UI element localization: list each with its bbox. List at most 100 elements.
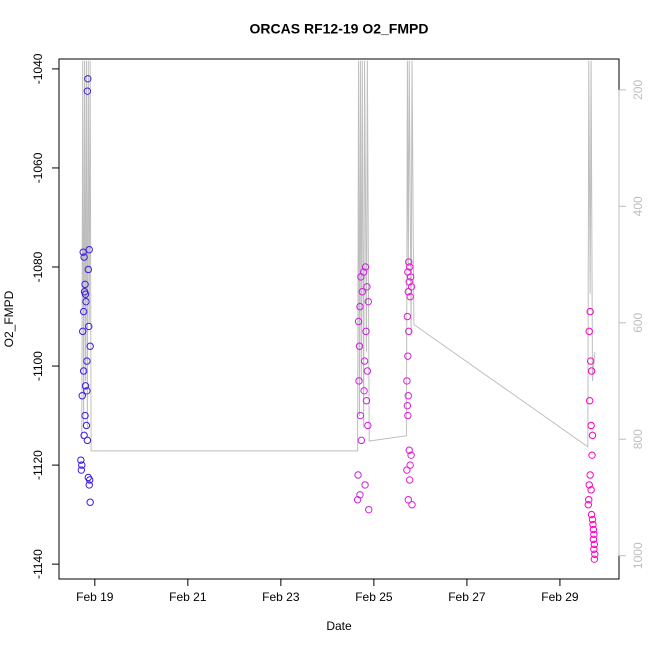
y-tick-label: -1100	[31, 351, 45, 381]
point	[81, 280, 89, 289]
point	[364, 421, 372, 430]
point	[587, 421, 595, 430]
point	[77, 456, 85, 464]
point	[85, 245, 93, 254]
point	[585, 481, 593, 489]
point	[406, 293, 414, 301]
point	[585, 397, 594, 405]
point	[591, 550, 599, 558]
point	[405, 446, 413, 454]
point	[79, 248, 87, 256]
point	[403, 401, 412, 410]
point	[588, 515, 597, 524]
point	[585, 496, 593, 504]
point	[82, 297, 90, 306]
point	[80, 253, 88, 261]
point	[86, 342, 94, 350]
point	[588, 451, 596, 459]
point	[79, 307, 88, 316]
point	[364, 297, 373, 306]
point	[357, 273, 365, 281]
x-tick-label: Feb 23	[262, 590, 300, 604]
point	[586, 471, 594, 479]
point	[78, 392, 86, 400]
point	[405, 263, 414, 271]
x-axis-label: Date	[326, 619, 352, 633]
point	[354, 471, 362, 479]
x-tick-label: Feb 21	[169, 590, 207, 604]
point	[81, 411, 89, 420]
x-tick-label: Feb 27	[448, 590, 486, 604]
point	[79, 367, 88, 375]
point	[407, 451, 415, 459]
plot-area	[77, 60, 599, 563]
point	[405, 258, 413, 266]
y2-tick-label: 200	[631, 80, 645, 100]
point	[365, 505, 373, 514]
point	[362, 397, 371, 405]
point	[404, 288, 413, 296]
point	[83, 357, 91, 365]
x-tick-label: Feb 19	[76, 590, 114, 604]
point	[590, 540, 599, 549]
point	[406, 273, 415, 281]
point	[405, 476, 414, 484]
point	[85, 481, 93, 489]
point	[404, 392, 413, 400]
point	[356, 411, 365, 420]
point	[85, 476, 94, 484]
point	[78, 461, 86, 469]
point	[590, 530, 598, 539]
point	[84, 75, 92, 83]
point	[404, 496, 413, 504]
point	[355, 342, 364, 350]
point	[83, 436, 92, 445]
y-tick-label: -1120	[31, 450, 45, 480]
point	[85, 322, 93, 331]
point	[404, 411, 412, 420]
x-tick-label: Feb 25	[355, 590, 393, 604]
y-axis-label: O2_FMPD	[2, 290, 16, 347]
point	[82, 421, 91, 430]
y2-tick-label: 600	[631, 312, 645, 332]
y-tick-label: -1040	[31, 53, 45, 84]
plot-frame	[58, 58, 620, 580]
y2-tick-label: 1000	[631, 542, 645, 569]
point	[408, 501, 416, 509]
point	[358, 288, 366, 296]
y2-tick-label: 800	[631, 429, 645, 449]
pressure-line	[81, 60, 596, 452]
point	[587, 367, 596, 375]
point	[83, 87, 92, 95]
point	[363, 367, 372, 375]
y-tick-label: -1060	[31, 152, 45, 183]
point	[589, 535, 598, 544]
point	[353, 496, 362, 504]
point	[81, 382, 90, 390]
point	[356, 302, 364, 311]
point	[354, 317, 363, 326]
point	[404, 352, 412, 360]
point	[587, 510, 596, 519]
point	[355, 377, 363, 385]
point	[589, 520, 597, 529]
point	[585, 327, 593, 336]
point	[403, 466, 411, 474]
point	[361, 481, 369, 489]
point	[587, 486, 595, 494]
point	[360, 387, 368, 395]
point	[403, 312, 412, 321]
point	[360, 357, 369, 365]
point	[81, 290, 90, 298]
point	[86, 498, 94, 506]
point	[77, 466, 86, 474]
point	[403, 377, 411, 385]
point	[361, 263, 370, 271]
point	[84, 265, 93, 274]
point	[590, 545, 598, 553]
point	[588, 431, 597, 440]
point	[586, 357, 595, 365]
point	[83, 387, 91, 395]
point	[362, 327, 370, 336]
